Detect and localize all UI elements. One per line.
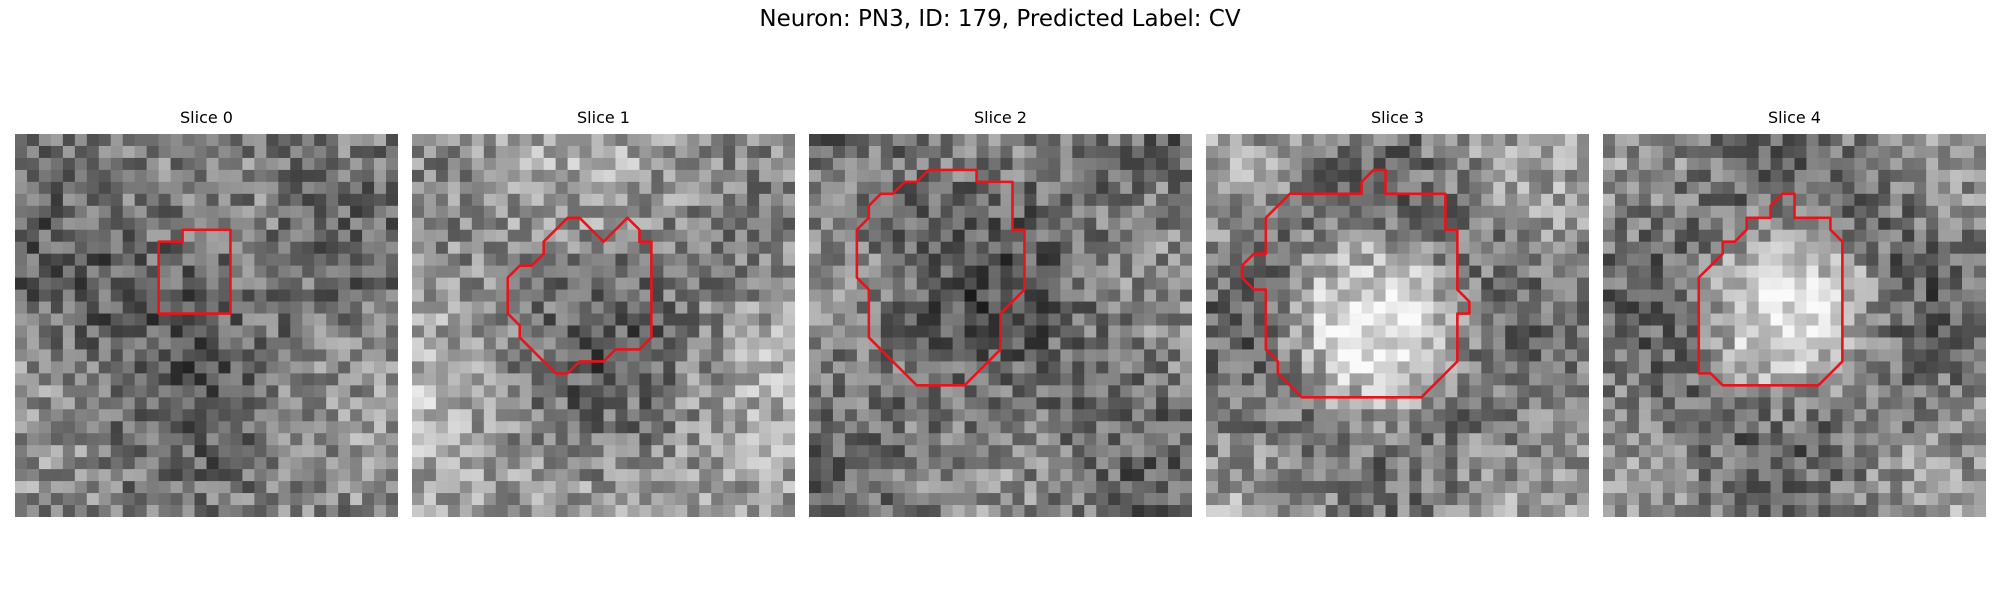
slice-image	[1206, 134, 1589, 517]
segmentation-contour	[855, 168, 1026, 387]
segmentation-contour	[1697, 192, 1844, 387]
panel-title: Slice 1	[577, 108, 630, 127]
slice-image	[1603, 134, 1986, 517]
panel-title: Slice 2	[974, 108, 1027, 127]
figure-title: Neuron: PN3, ID: 179, Predicted Label: C…	[759, 6, 1241, 32]
segmentation-contour	[506, 216, 653, 375]
panel-title: Slice 0	[180, 108, 233, 127]
slice-image	[412, 134, 795, 517]
panel-title: Slice 4	[1768, 108, 1821, 127]
slice-image	[809, 134, 1192, 517]
panel-title: Slice 3	[1371, 108, 1424, 127]
slice-image	[15, 134, 398, 517]
segmentation-contour	[157, 228, 232, 315]
segmentation-contour	[1240, 168, 1471, 399]
